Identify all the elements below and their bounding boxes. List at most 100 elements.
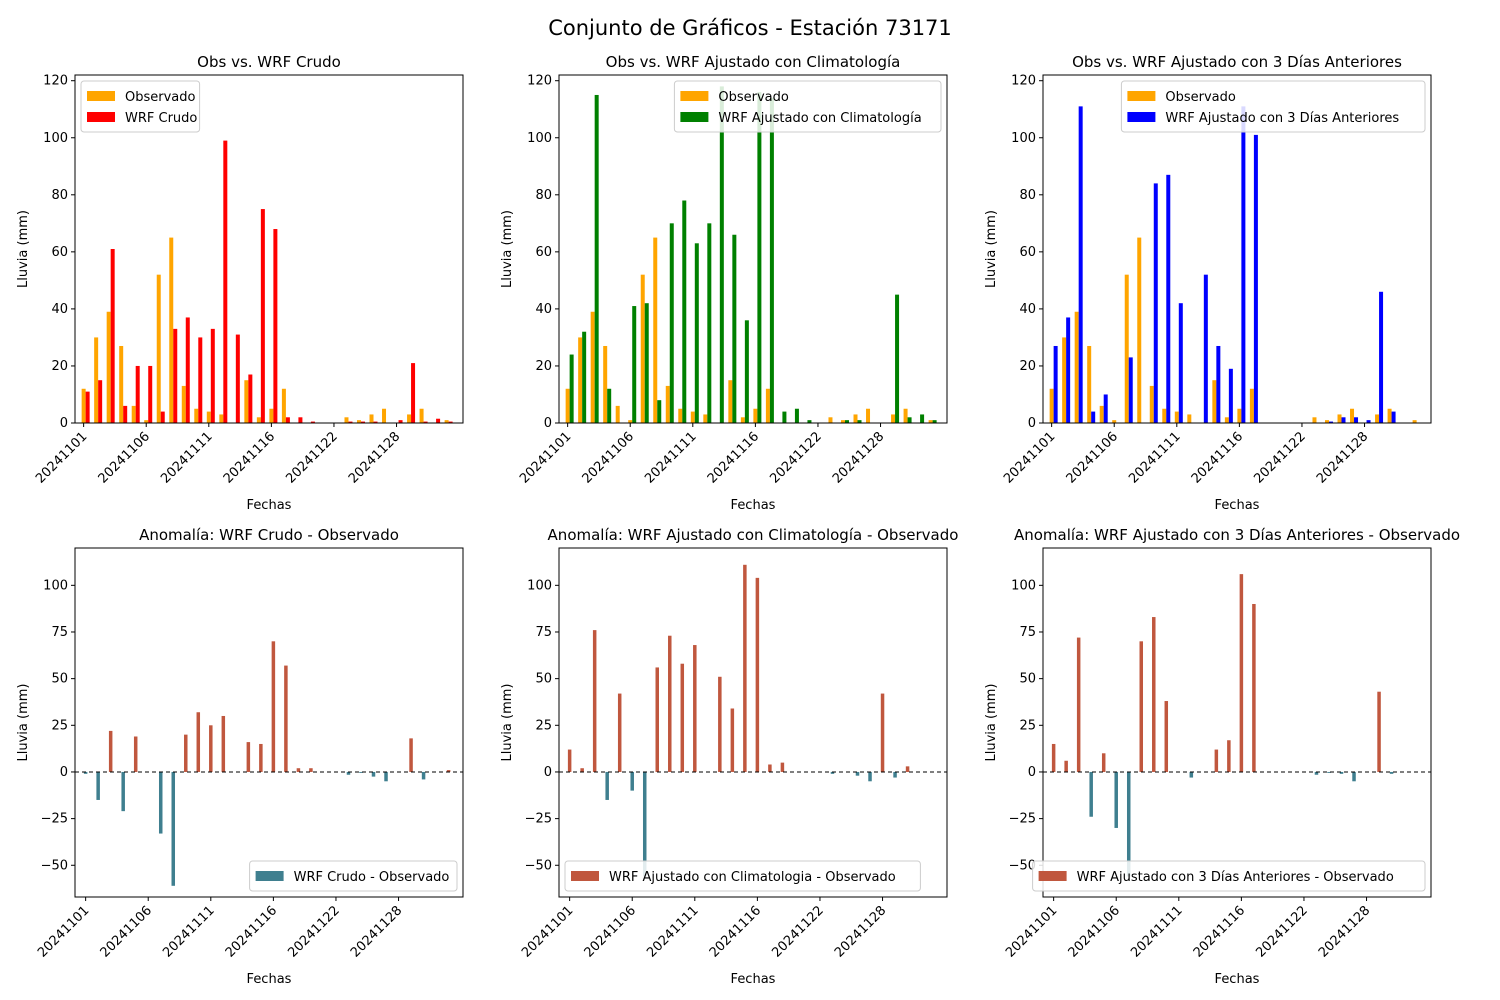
bar xyxy=(1164,701,1169,772)
bar xyxy=(1166,174,1171,423)
bar xyxy=(235,334,240,423)
x-tick-label: 20241128 xyxy=(832,903,889,960)
bar xyxy=(1389,771,1394,774)
bar xyxy=(644,303,649,423)
y-tick-label: 40 xyxy=(535,302,552,317)
bar xyxy=(928,420,933,423)
x-tick-label: 20241116 xyxy=(221,429,278,486)
x-tick-label: 20241111 xyxy=(1126,429,1183,486)
y-tick-label: 25 xyxy=(51,718,68,733)
x-tick-label: 20241116 xyxy=(1189,429,1246,486)
bar xyxy=(108,730,113,772)
x-tick-label: 20241101 xyxy=(35,903,92,960)
y-tick-label: 0 xyxy=(60,416,68,431)
bar xyxy=(407,414,412,423)
bar xyxy=(632,306,637,423)
bar xyxy=(743,564,747,772)
bar xyxy=(356,420,361,423)
bar xyxy=(436,418,441,423)
y-tick-label: 0 xyxy=(1028,416,1036,431)
bar xyxy=(1128,357,1133,423)
legend-box xyxy=(1120,80,1426,133)
chart-panel-5: Anomalía: WRF Ajustado con Climatología … xyxy=(500,526,958,987)
bar xyxy=(1214,749,1219,772)
bar xyxy=(1114,771,1118,828)
bar xyxy=(1076,637,1081,772)
bar xyxy=(273,229,278,423)
bar xyxy=(169,237,174,423)
bar xyxy=(880,693,885,772)
legend-swatch xyxy=(571,871,599,881)
bar xyxy=(259,743,263,772)
bar xyxy=(85,391,90,423)
legend-label: WRF Ajustado con Climatología xyxy=(718,111,921,126)
bar xyxy=(1339,771,1344,774)
bar xyxy=(1087,345,1092,423)
bar xyxy=(1062,337,1067,423)
bar xyxy=(668,635,672,772)
y-tick-label: 60 xyxy=(535,245,552,260)
bar xyxy=(1328,421,1333,423)
bar xyxy=(728,380,733,423)
plot-frame xyxy=(558,547,948,898)
x-tick-label: 20241106 xyxy=(1066,903,1123,960)
bar xyxy=(133,736,138,772)
x-tick-label: 20241128 xyxy=(1314,429,1371,486)
bar xyxy=(423,421,428,423)
y-tick-label: 100 xyxy=(43,131,68,146)
x-tick-label: 20241111 xyxy=(160,903,217,960)
bar xyxy=(630,771,634,791)
bar xyxy=(807,420,812,423)
bar xyxy=(106,311,111,423)
bar xyxy=(1354,417,1359,423)
bar xyxy=(682,200,687,423)
y-tick-label: 40 xyxy=(51,302,68,317)
bar xyxy=(605,771,609,800)
bar xyxy=(144,420,149,423)
x-tick-label: 20241122 xyxy=(1253,903,1310,960)
bar xyxy=(1064,760,1068,772)
legend-label: Observado xyxy=(1165,90,1236,105)
bar xyxy=(148,365,153,423)
y-tick-label: 80 xyxy=(535,188,552,203)
bar xyxy=(893,771,897,778)
bar xyxy=(1162,408,1167,423)
y-tick-label: 60 xyxy=(1019,245,1036,260)
bar xyxy=(284,665,288,772)
bar xyxy=(206,411,211,423)
bar xyxy=(1228,368,1233,423)
legend-swatch xyxy=(680,91,709,101)
bar xyxy=(1327,771,1331,773)
x-axis-label: Fechas xyxy=(731,972,776,987)
bar xyxy=(1049,388,1054,423)
bar xyxy=(173,328,178,423)
bar xyxy=(360,421,365,423)
bar xyxy=(895,294,900,423)
bar xyxy=(730,708,735,772)
x-tick-label: 20241101 xyxy=(519,903,576,960)
bar xyxy=(740,417,745,423)
bar xyxy=(448,421,453,423)
bar xyxy=(1203,274,1208,423)
bar xyxy=(244,380,249,423)
bar xyxy=(690,411,695,423)
y-tick-label: −50 xyxy=(41,858,68,873)
bar xyxy=(344,417,349,423)
bar xyxy=(765,388,770,423)
bar xyxy=(281,388,286,423)
bar xyxy=(607,388,612,423)
y-axis-label: Lluvia (mm) xyxy=(16,210,31,288)
x-tick-label: 20241128 xyxy=(348,903,405,960)
bar xyxy=(209,725,213,772)
bar xyxy=(1391,411,1396,423)
y-tick-label: 100 xyxy=(1011,131,1036,146)
bar xyxy=(857,420,862,423)
legend-label: WRF Ajustado con 3 Días Anteriores - Obs… xyxy=(1077,870,1394,885)
x-tick-label: 20241128 xyxy=(1316,903,1373,960)
x-tick-label: 20241106 xyxy=(96,429,153,486)
bar xyxy=(98,380,103,423)
bar xyxy=(1227,740,1231,772)
bar xyxy=(1101,753,1106,772)
bar xyxy=(678,408,683,423)
